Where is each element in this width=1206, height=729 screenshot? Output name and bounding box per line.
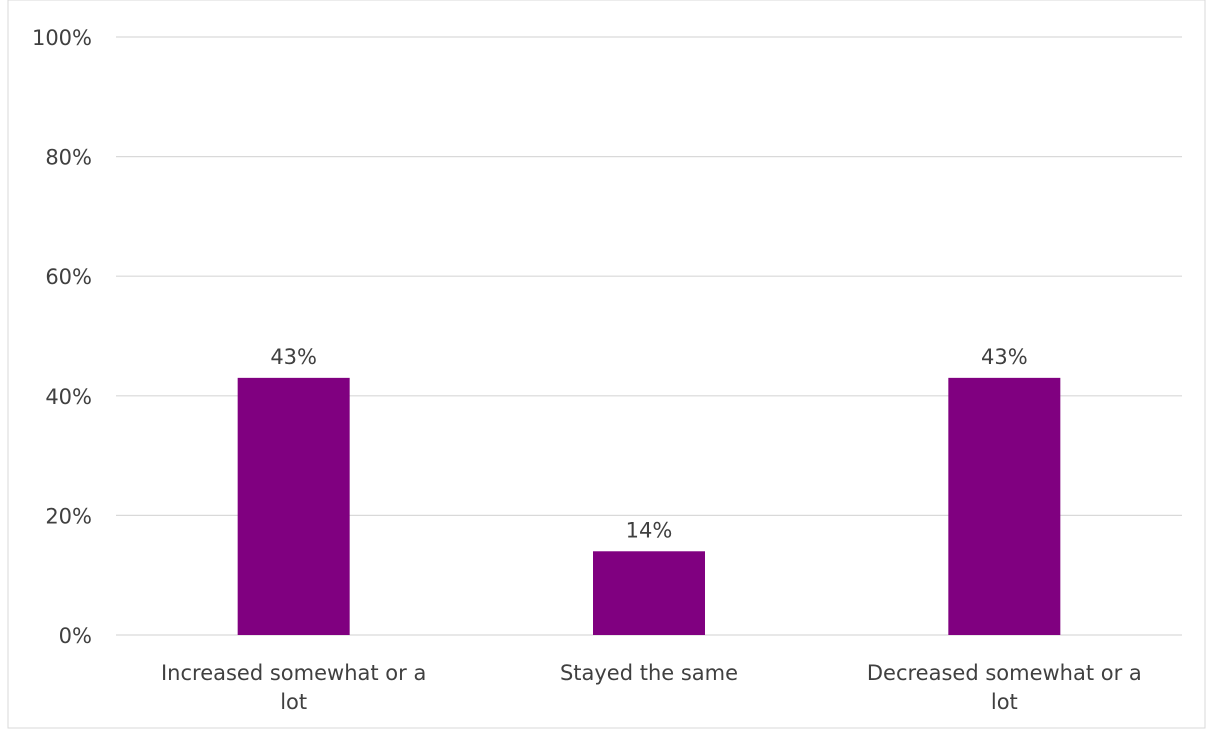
category-label: lot <box>991 690 1018 714</box>
y-tick-label: 100% <box>32 26 92 50</box>
category-labels: Increased somewhat or a lot Stayed the sam… <box>161 661 1142 714</box>
category-label: Increased somewhat or a <box>161 661 426 685</box>
y-tick-label: 20% <box>45 504 92 528</box>
y-axis-tick-labels: 0% 20% 40% 60% 80% 100% <box>32 26 92 648</box>
chart-frame <box>7 0 1206 729</box>
bars <box>237 377 1061 635</box>
category-label: Decreased somewhat or a <box>867 661 1142 685</box>
data-labels: 43% 14% 43% <box>270 345 1027 542</box>
y-tick-label: 40% <box>45 385 92 409</box>
y-tick-label: 60% <box>45 265 92 289</box>
bar <box>948 377 1061 635</box>
data-label: 14% <box>626 518 673 542</box>
data-label: 43% <box>270 345 317 369</box>
y-tick-label: 0% <box>59 624 92 648</box>
category-label: lot <box>280 690 307 714</box>
category-label: Stayed the same <box>560 661 738 685</box>
bar <box>237 377 350 635</box>
bar <box>593 551 705 635</box>
data-label: 43% <box>981 345 1028 369</box>
y-tick-label: 80% <box>45 146 92 170</box>
